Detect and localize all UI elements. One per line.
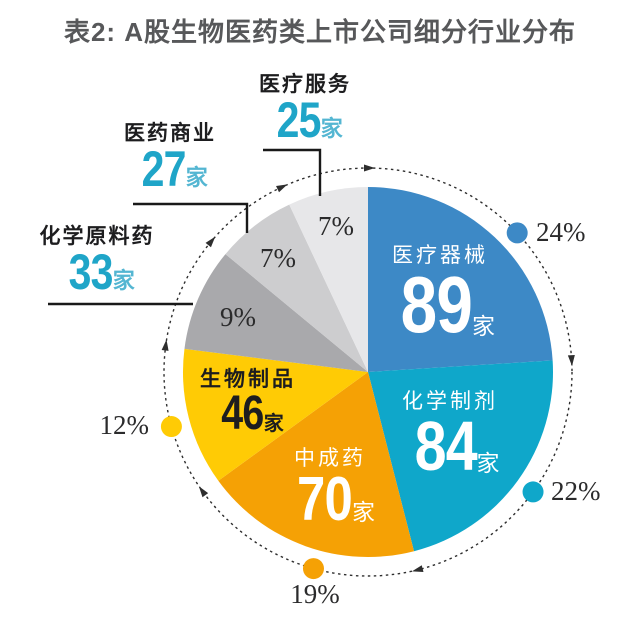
count-value: 84: [414, 407, 477, 486]
count-unit: 家: [351, 499, 375, 526]
percent-label-medical-devices: 24%: [536, 217, 586, 247]
pie-slice-medical-devices: [368, 187, 553, 372]
count-unit: 家: [476, 449, 500, 476]
callout-label-pharma-commerce: 医药商业: [124, 122, 216, 145]
ring-arrow-icon: [205, 236, 216, 248]
count-value: 46: [221, 387, 265, 441]
slice-count: 70 家: [250, 465, 410, 535]
slice-name: 中成药: [294, 447, 366, 470]
slice-label-medical-devices: 医疗器械 89 家: [360, 243, 520, 350]
ring-arrow-icon: [364, 164, 375, 172]
count-unit: 家: [185, 165, 208, 191]
percent-label-pharma-commerce: 7%: [260, 243, 296, 273]
pie-slice-chemical-preparations: [368, 360, 553, 552]
callout-count-pharma-commerce: 27 家: [100, 141, 240, 198]
pie-slice-pharma-commerce: [225, 204, 368, 372]
count-unit: 家: [320, 116, 343, 142]
count-value: 25: [276, 92, 322, 149]
callout-medical-services: 医疗服务 25 家: [230, 73, 380, 149]
percent-label-chemical-api: 9%: [220, 302, 256, 332]
page-title: 表2: A股生物医药类上市公司细分行业分布: [63, 17, 577, 47]
pie-slice-chemical-api: [184, 254, 368, 372]
ring-arrow-icon: [567, 354, 575, 367]
callout-connector-line: [133, 202, 249, 233]
callout-count-medical-services: 25 家: [230, 92, 380, 149]
percent-label-chemical-preparations: 22%: [551, 476, 601, 506]
slice-label-biological-products: 生物制品 46 家: [168, 367, 328, 441]
count-value: 33: [68, 244, 114, 301]
count-unit: 家: [263, 413, 284, 436]
count-value: 70: [297, 465, 353, 535]
slice-name: 医疗器械: [392, 244, 488, 267]
ring-arrow-icon: [198, 486, 209, 498]
callout-chemical-api: 化学原料药 33 家: [22, 225, 172, 301]
percent-dot-biological-products: [160, 416, 182, 438]
percent-dot-medical-devices: [506, 222, 528, 244]
ring-arrow-icon: [161, 339, 169, 351]
callout-count-chemical-api: 33 家: [22, 244, 172, 301]
percent-label-tcm-patent-medicine: 19%: [290, 579, 340, 609]
callout-label-medical-services: 医疗服务: [259, 73, 351, 96]
count-value: 27: [141, 141, 187, 198]
percent-label-medical-services: 7%: [318, 211, 354, 241]
count-unit: 家: [471, 312, 495, 339]
slice-count: 89 家: [360, 260, 520, 350]
count-unit: 家: [112, 268, 135, 294]
ring-arrow-icon: [276, 184, 288, 193]
count-value: 89: [400, 260, 473, 350]
pie-slice-tcm-patent-medicine: [218, 372, 415, 557]
slice-label-chemical-preparations: 化学制剂 84 家: [370, 389, 530, 486]
pie-slice-biological-products: [183, 348, 368, 481]
slice-count: 84 家: [370, 407, 530, 486]
slice-name: 化学制剂: [402, 390, 498, 413]
callout-connector-line: [263, 148, 322, 196]
callout-pharma-commerce: 医药商业 27 家: [100, 122, 240, 198]
callout-label-chemical-api: 化学原料药: [39, 225, 155, 248]
percent-dot-tcm-patent-medicine: [302, 558, 324, 580]
pie-slice-medical-services: [289, 187, 368, 372]
slice-name: 生物制品: [200, 368, 296, 391]
percent-dot-chemical-preparations: [522, 481, 544, 503]
slice-label-tcm-patent-medicine: 中成药 70 家: [250, 446, 410, 535]
slice-count: 46 家: [168, 387, 328, 441]
ring-arrow-icon: [411, 565, 424, 572]
percent-label-biological-products: 12%: [99, 410, 150, 440]
